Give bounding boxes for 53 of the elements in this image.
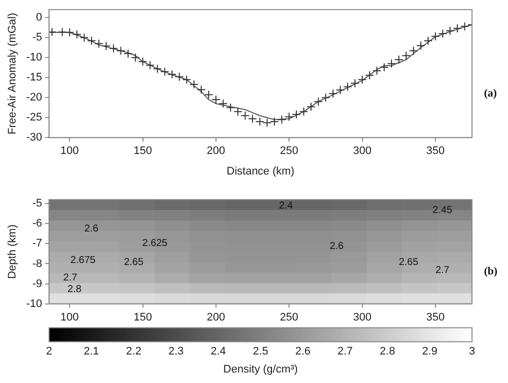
y-axis-title: Free-Air Anomaly (mGal) <box>6 12 19 134</box>
color-bar-label: 2 <box>46 345 52 358</box>
x-tick-label: 300 <box>353 311 372 324</box>
y-tick-label: 0 <box>36 12 42 24</box>
x-tick-label: 200 <box>206 311 226 324</box>
color-bar-label: 3 <box>468 345 476 358</box>
annotation: 2.625 <box>142 238 168 250</box>
y-tick-label: -10 <box>26 52 42 64</box>
x-axis-title: Distance (km) <box>226 165 294 178</box>
color-bar-label: 2.7 <box>337 345 353 358</box>
x-tick-label: 250 <box>280 145 298 158</box>
x-tick-label: 100 <box>60 311 79 324</box>
annotation: 2.675 <box>70 254 96 266</box>
color-bar-label: 2.6 <box>295 345 310 358</box>
y-tick-label: -5 <box>32 198 42 210</box>
color-bar-label: 2.4 <box>210 345 226 358</box>
y-tick-label: -8 <box>32 258 42 270</box>
annotation: 2.45 <box>432 204 453 216</box>
color-bar-title: Density (g/cm³) <box>223 363 298 376</box>
x-tick-label: 250 <box>280 311 298 324</box>
y-axis-title: Depth (km) <box>6 224 19 279</box>
x-tick-label: 350 <box>426 311 445 324</box>
y-tick-label: -10 <box>26 298 42 310</box>
annotation: 2.65 <box>398 256 419 268</box>
y-tick-label: -9 <box>32 278 42 290</box>
y-tick-label: -6 <box>32 218 42 230</box>
text: (b) <box>484 266 498 278</box>
color-bar-label: 2.2 <box>126 345 142 358</box>
x-tick-label: 300 <box>353 145 372 158</box>
x-tick-label: 150 <box>134 311 152 324</box>
annotation: 2.7 <box>435 265 450 276</box>
x-tick-label: 350 <box>426 145 445 158</box>
annotation: 2.8 <box>68 284 82 295</box>
color-bar-label: 2.9 <box>422 345 438 358</box>
color-bar-label: 2.5 <box>252 345 268 358</box>
color-bar-label: 2.8 <box>380 345 396 358</box>
annotation: 2.7 <box>63 272 78 284</box>
y-tick-label: -20 <box>26 92 42 104</box>
y-tick-label: -30 <box>26 132 42 144</box>
y-tick-label: -7 <box>32 238 42 250</box>
y-tick-label: -5 <box>32 32 42 44</box>
annotation: 2.6 <box>330 241 344 252</box>
annotation: 2.65 <box>124 256 144 268</box>
color-bar-label: 2.3 <box>168 345 184 358</box>
color-bar-label: 2.1 <box>84 345 100 358</box>
y-tick-label: -15 <box>26 72 42 84</box>
text: (a) <box>484 87 498 100</box>
annotation: 2.4 <box>278 200 294 212</box>
annotation: 2.6 <box>84 224 99 235</box>
x-tick-label: 150 <box>134 145 152 158</box>
x-tick-label: 200 <box>206 145 226 158</box>
y-tick-label: -25 <box>26 112 42 124</box>
x-tick-label: 100 <box>60 145 79 158</box>
